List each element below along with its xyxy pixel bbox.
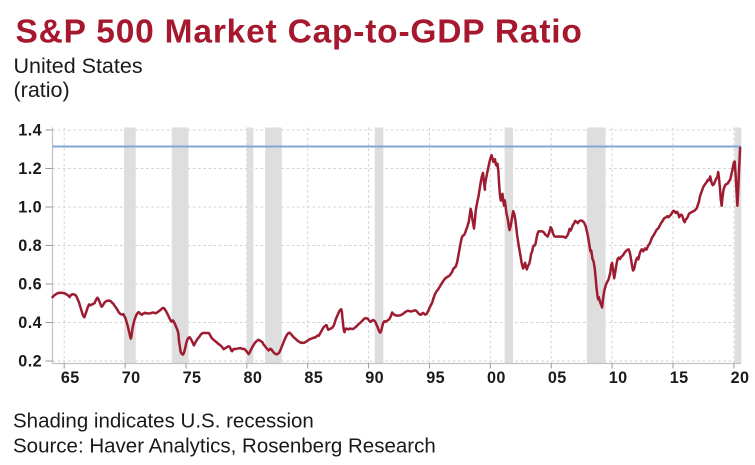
svg-text:15: 15	[670, 369, 689, 387]
svg-text:0.4: 0.4	[18, 314, 42, 332]
svg-text:20: 20	[731, 369, 750, 387]
svg-text:90: 90	[365, 369, 384, 387]
svg-text:0.2: 0.2	[18, 353, 42, 371]
svg-text:70: 70	[122, 369, 141, 387]
svg-text:95: 95	[426, 369, 445, 387]
svg-text:Source: Haver Analytics, Rosen: Source: Haver Analytics, Rosenberg Resea…	[13, 435, 436, 458]
svg-text:United States: United States	[14, 54, 143, 78]
svg-text:0.8: 0.8	[18, 237, 42, 255]
svg-text:85: 85	[304, 369, 323, 387]
svg-text:10: 10	[609, 369, 628, 387]
svg-text:05: 05	[548, 369, 567, 387]
svg-text:1.4: 1.4	[18, 122, 42, 140]
svg-text:0.6: 0.6	[18, 276, 42, 294]
svg-text:(ratio): (ratio)	[14, 78, 70, 102]
svg-text:1.0: 1.0	[18, 199, 42, 217]
svg-text:80: 80	[243, 369, 262, 387]
svg-text:1.2: 1.2	[18, 160, 42, 178]
svg-text:S&P 500 Market Cap-to-GDP Rati: S&P 500 Market Cap-to-GDP Ratio	[16, 13, 583, 50]
svg-text:Shading indicates U.S. recessi: Shading indicates U.S. recession	[13, 410, 314, 433]
svg-text:65: 65	[61, 369, 80, 387]
svg-text:75: 75	[183, 369, 202, 387]
svg-text:00: 00	[487, 369, 506, 387]
